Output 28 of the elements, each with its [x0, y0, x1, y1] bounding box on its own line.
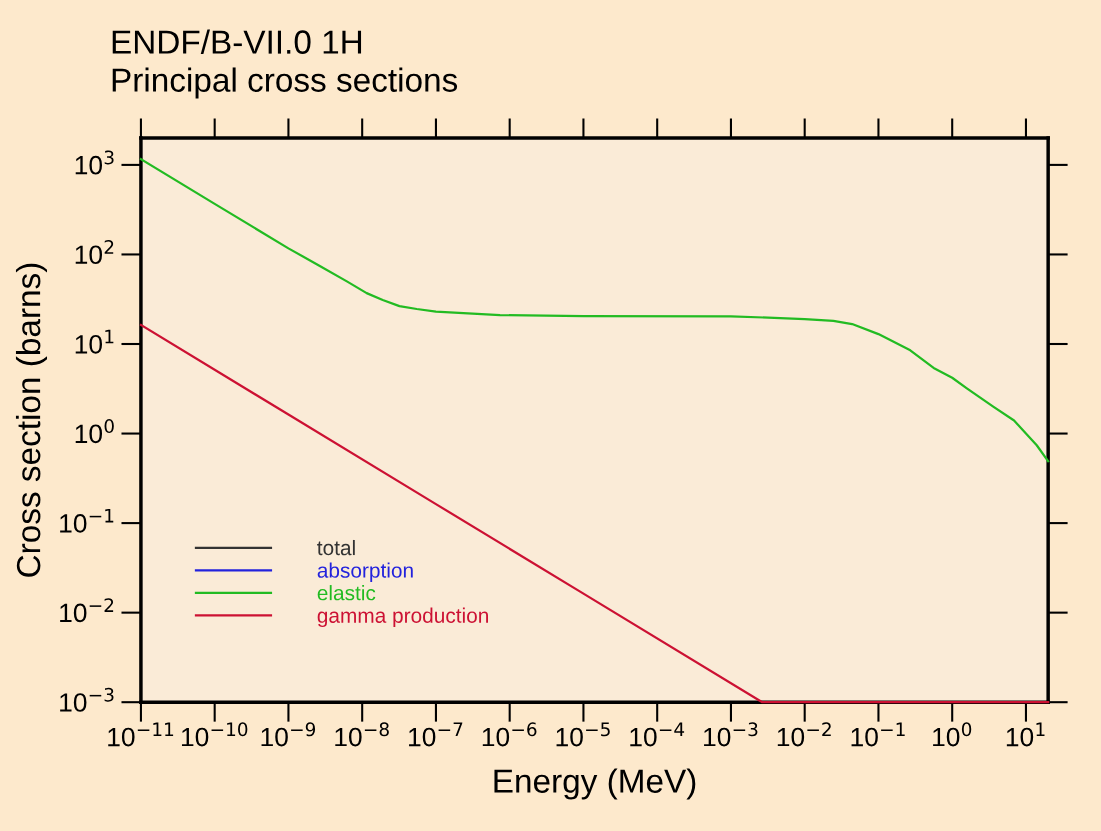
chart-title: ENDF/B-VII.0 1H — [112, 29, 362, 54]
y-tick-label: 10$^{−1}$ — [60, 508, 114, 533]
x-tick-label: 10$^{0}$ — [933, 722, 972, 747]
legend-label: absorption — [317, 562, 413, 582]
x-tick-label: 10$^{−11}$ — [108, 722, 174, 747]
y-axis-title: Cross section (barns) — [15, 263, 48, 577]
legend-label: gamma production — [317, 607, 488, 628]
legend-label: elastic — [317, 585, 376, 601]
y-tick-label: 10$^{−2}$ — [60, 598, 114, 623]
x-tick-label: 10$^{−6}$ — [482, 722, 537, 747]
x-tick-label: 10$^{−1}$ — [851, 722, 905, 747]
x-tick-label: 10$^{−10}$ — [181, 722, 248, 747]
x-tick-label: 10$^{−3}$ — [704, 722, 758, 747]
x-axis-title: Energy (MeV) — [494, 768, 696, 800]
x-tick-label: 10$^{−8}$ — [335, 722, 389, 747]
x-tick-label: 10$^{1}$ — [1006, 722, 1045, 747]
chart-subtitle: Principal cross sections — [112, 67, 458, 99]
y-tick-label: 10$^{1}$ — [75, 329, 114, 354]
x-tick-label: 10$^{−7}$ — [409, 722, 463, 747]
y-tick-label: 10$^{0}$ — [75, 419, 114, 444]
y-tick-label: 10$^{3}$ — [75, 150, 114, 175]
y-tick-label: 10$^{−3}$ — [60, 687, 114, 712]
x-tick-label: 10$^{−5}$ — [556, 722, 610, 747]
x-tick-label: 10$^{−4}$ — [630, 722, 685, 747]
y-tick-label: 10$^{2}$ — [75, 240, 114, 265]
x-tick-label: 10$^{−9}$ — [261, 722, 316, 747]
x-tick-label: 10$^{−2}$ — [777, 722, 831, 747]
legend-label: total — [317, 539, 355, 556]
